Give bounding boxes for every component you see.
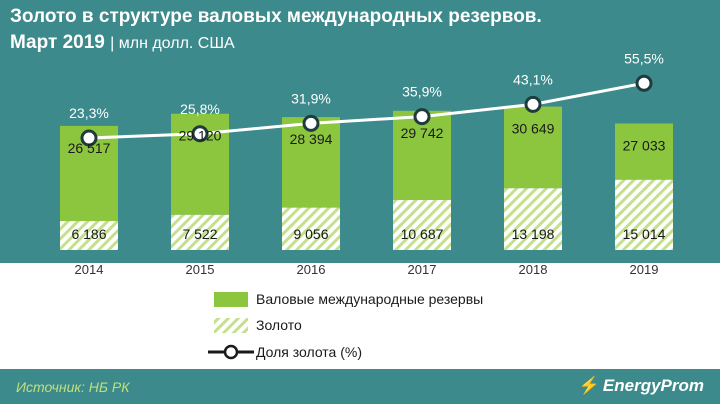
label-reserves-2016: 28 394 — [290, 131, 333, 147]
label-reserves-2019: 27 033 — [623, 137, 666, 153]
share-point-2015 — [191, 125, 209, 143]
bar-reserves-2016 — [282, 117, 340, 208]
x-tick-2016: 2016 — [297, 262, 326, 277]
x-tick-2014: 2014 — [75, 262, 104, 277]
label-reserves-2014: 26 517 — [68, 140, 111, 156]
x-tick-2015: 2015 — [186, 262, 215, 277]
x-tick-2017: 2017 — [408, 262, 437, 277]
brand-name: EnergyProm — [602, 376, 704, 395]
label-share-2015: 25,8% — [180, 101, 220, 117]
bar-gold-2018 — [504, 188, 562, 250]
bar-gold-2017 — [393, 199, 451, 250]
label-gold-2014: 6 186 — [71, 226, 106, 242]
subtitle-date: Март 2019 — [10, 32, 105, 53]
share-point-2017 — [413, 108, 431, 126]
bar-gold-2019 — [615, 179, 673, 250]
chart-subtitle: Март 2019 | млн долл. США — [10, 32, 235, 54]
label-reserves-2018: 30 649 — [512, 121, 555, 137]
share-point-2019 — [635, 74, 653, 92]
share-line — [88, 81, 645, 140]
units-label: | млн долл. США — [110, 35, 235, 52]
label-reserves-2015: 29 120 — [179, 128, 222, 144]
bar-gold-2014 — [60, 221, 118, 250]
label-share-2014: 23,3% — [69, 105, 109, 121]
bar-gold-2015 — [171, 214, 229, 250]
label-gold-2017: 10 687 — [401, 226, 444, 242]
bar-gold-2016 — [282, 207, 340, 250]
legend-label-gold: Золото — [256, 317, 302, 333]
label-gold-2015: 7 522 — [182, 226, 217, 242]
share-point-2016 — [302, 114, 320, 132]
label-gold-2018: 13 198 — [512, 226, 555, 242]
legend-marker-share — [223, 344, 239, 360]
footer: Источник: НБ РК ⚡ EnergyProm — [0, 369, 720, 404]
label-share-2018: 43,1% — [513, 71, 553, 87]
label-gold-2019: 15 014 — [623, 226, 666, 242]
x-tick-2018: 2018 — [519, 262, 548, 277]
legend-swatch-reserves — [214, 292, 248, 307]
chart-title: Золото в структуре валовых международных… — [10, 6, 542, 27]
plot-background — [0, 60, 720, 263]
label-share-2019: 55,5% — [624, 50, 664, 66]
bar-reserves-2018 — [504, 106, 562, 189]
bar-reserves-2019 — [615, 123, 673, 180]
x-tick-2019: 2019 — [630, 262, 659, 277]
legend-label-share: Доля золота (%) — [256, 344, 362, 360]
brand-logo: ⚡ EnergyProm — [579, 376, 704, 396]
label-share-2016: 31,9% — [291, 90, 331, 106]
share-point-2014 — [80, 129, 98, 147]
legend-swatch-gold — [214, 318, 248, 333]
title-block: Золото в структуре валовых международных… — [0, 0, 720, 60]
label-share-2017: 35,9% — [402, 84, 442, 100]
label-gold-2016: 9 056 — [293, 226, 328, 242]
brand-mark-icon: ⚡ — [578, 376, 600, 395]
legend-label-reserves: Валовые международные резервы — [256, 291, 483, 307]
label-reserves-2017: 29 742 — [401, 125, 444, 141]
source-note: Источник: НБ РК — [16, 379, 130, 395]
bar-reserves-2017 — [393, 110, 451, 200]
share-point-2018 — [524, 95, 542, 113]
